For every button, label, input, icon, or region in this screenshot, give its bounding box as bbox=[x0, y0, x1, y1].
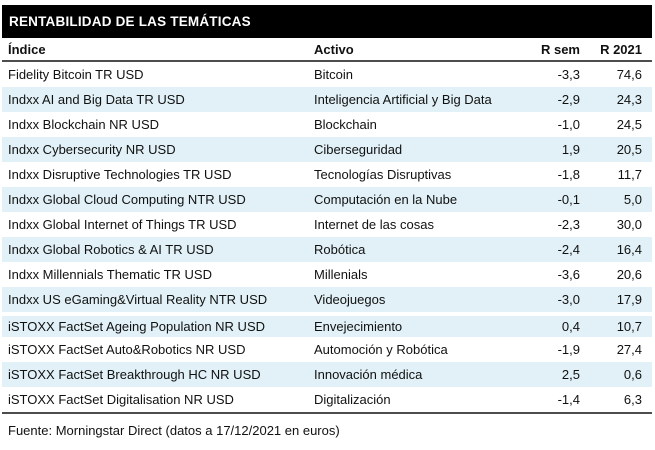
cell-activo: Innovación médica bbox=[314, 367, 423, 382]
table-title: RENTABILIDAD DE LAS TEMÁTICAS bbox=[9, 14, 251, 29]
table-row: iSTOXX FactSet Breakthrough HC NR USD In… bbox=[2, 362, 652, 387]
cell-indice: Indxx AI and Big Data TR USD bbox=[8, 92, 185, 107]
cell-r-sem: -3,0 bbox=[557, 292, 580, 307]
table-row: Indxx Millennials Thematic TR USD Millen… bbox=[2, 262, 652, 287]
cell-r-sem: 2,5 bbox=[561, 367, 580, 382]
cell-activo: Videojuegos bbox=[314, 292, 386, 307]
cell-indice: Indxx Disruptive Technologies TR USD bbox=[8, 167, 232, 182]
cell-r-2021: 74,6 bbox=[616, 67, 642, 82]
cell-activo: Blockchain bbox=[314, 117, 377, 132]
cell-activo: Bitcoin bbox=[314, 67, 354, 82]
cell-r-2021: 24,3 bbox=[616, 92, 642, 107]
table-row: Indxx Global Internet of Things TR USD I… bbox=[2, 212, 652, 237]
cell-indice: Indxx Global Robotics & AI TR USD bbox=[8, 242, 214, 257]
cell-activo: Digitalización bbox=[314, 392, 391, 407]
cell-indice: iSTOXX FactSet Auto&Robotics NR USD bbox=[8, 342, 246, 357]
cell-indice: Indxx US eGaming&Virtual Reality NTR USD bbox=[8, 292, 268, 307]
column-header-indice: Índice bbox=[8, 41, 46, 57]
cell-r-sem: 1,9 bbox=[561, 142, 580, 157]
table-row: Indxx Disruptive Technologies TR USD Tec… bbox=[2, 162, 652, 187]
cell-indice: Indxx Cybersecurity NR USD bbox=[8, 142, 176, 157]
table-row: Indxx AI and Big Data TR USD Inteligenci… bbox=[2, 87, 652, 112]
source-note: Fuente: Morningstar Direct (datos a 17/1… bbox=[8, 423, 340, 438]
cell-r-sem: -1,8 bbox=[557, 167, 580, 182]
cell-r-sem: -2,9 bbox=[557, 92, 580, 107]
cell-r-2021: 27,4 bbox=[616, 342, 642, 357]
cell-r-sem: -3,3 bbox=[557, 67, 580, 82]
cell-r-2021: 6,3 bbox=[623, 392, 642, 407]
column-header-r-2021: R 2021 bbox=[600, 41, 642, 57]
cell-activo: Envejecimiento bbox=[314, 319, 403, 334]
cell-r-2021: 16,4 bbox=[616, 242, 642, 257]
cell-activo: Tecnologías Disruptivas bbox=[314, 167, 452, 182]
cell-r-sem: -1,9 bbox=[557, 342, 580, 357]
cell-r-2021: 10,7 bbox=[616, 319, 642, 334]
cell-r-sem: -2,3 bbox=[557, 217, 580, 232]
table-row: iSTOXX FactSet Auto&Robotics NR USD Auto… bbox=[2, 337, 652, 362]
cell-r-sem: -0,1 bbox=[557, 192, 580, 207]
cell-indice: Indxx Blockchain NR USD bbox=[8, 117, 159, 132]
cell-r-2021: 5,0 bbox=[623, 192, 642, 207]
cell-activo: Millenials bbox=[314, 267, 368, 282]
table-row: Fidelity Bitcoin TR USD Bitcoin -3,3 74,… bbox=[2, 62, 652, 87]
table-bottom-rule bbox=[2, 412, 652, 414]
column-header-activo: Activo bbox=[314, 41, 354, 57]
table-row: Indxx Global Robotics & AI TR USD Robóti… bbox=[2, 237, 652, 262]
cell-activo: Robótica bbox=[314, 242, 366, 257]
column-header-r-sem: R sem bbox=[540, 41, 580, 57]
table-row: Indxx Blockchain NR USD Blockchain -1,0 … bbox=[2, 112, 652, 137]
table-row: Indxx Global Cloud Computing NTR USD Com… bbox=[2, 187, 652, 212]
cell-indice: Indxx Global Internet of Things TR USD bbox=[8, 217, 237, 232]
cell-r-2021: 20,5 bbox=[616, 142, 642, 157]
cell-activo: Computación en la Nube bbox=[314, 192, 458, 207]
cell-indice: Indxx Millennials Thematic TR USD bbox=[8, 267, 212, 282]
table-row: Indxx US eGaming&Virtual Reality NTR USD… bbox=[2, 287, 652, 312]
table-row: iSTOXX FactSet Ageing Population NR USD … bbox=[2, 312, 652, 337]
table-title-bar: RENTABILIDAD DE LAS TEMÁTICAS bbox=[2, 5, 652, 38]
cell-r-2021: 30,0 bbox=[616, 217, 642, 232]
cell-r-sem: -1,0 bbox=[557, 117, 580, 132]
cell-indice: iSTOXX FactSet Ageing Population NR USD bbox=[8, 319, 265, 334]
cell-indice: iSTOXX FactSet Breakthrough HC NR USD bbox=[8, 367, 261, 382]
cell-r-sem: -2,4 bbox=[557, 242, 580, 257]
cell-r-2021: 24,5 bbox=[616, 117, 642, 132]
cell-activo: Ciberseguridad bbox=[314, 142, 403, 157]
cell-indice: Fidelity Bitcoin TR USD bbox=[8, 67, 144, 82]
table-row: Indxx Cybersecurity NR USD Cibersegurida… bbox=[2, 137, 652, 162]
cell-r-2021: 20,6 bbox=[616, 267, 642, 282]
cell-indice: Indxx Global Cloud Computing NTR USD bbox=[8, 192, 246, 207]
cell-r-2021: 11,7 bbox=[617, 167, 642, 182]
cell-activo: Automoción y Robótica bbox=[314, 342, 448, 357]
cell-r-2021: 17,9 bbox=[616, 292, 642, 307]
cell-r-2021: 0,6 bbox=[623, 367, 642, 382]
cell-r-sem: -1,4 bbox=[557, 392, 580, 407]
cell-indice: iSTOXX FactSet Digitalisation NR USD bbox=[8, 392, 234, 407]
cell-r-sem: 0,4 bbox=[561, 319, 580, 334]
table-header-row: Índice Activo R sem R 2021 bbox=[2, 38, 652, 62]
cell-r-sem: -3,6 bbox=[557, 267, 580, 282]
cell-activo: Internet de las cosas bbox=[314, 217, 434, 232]
cell-activo: Inteligencia Artificial y Big Data bbox=[314, 92, 492, 107]
table-row: iSTOXX FactSet Digitalisation NR USD Dig… bbox=[2, 387, 652, 412]
table-body: Fidelity Bitcoin TR USD Bitcoin -3,3 74,… bbox=[2, 62, 652, 412]
